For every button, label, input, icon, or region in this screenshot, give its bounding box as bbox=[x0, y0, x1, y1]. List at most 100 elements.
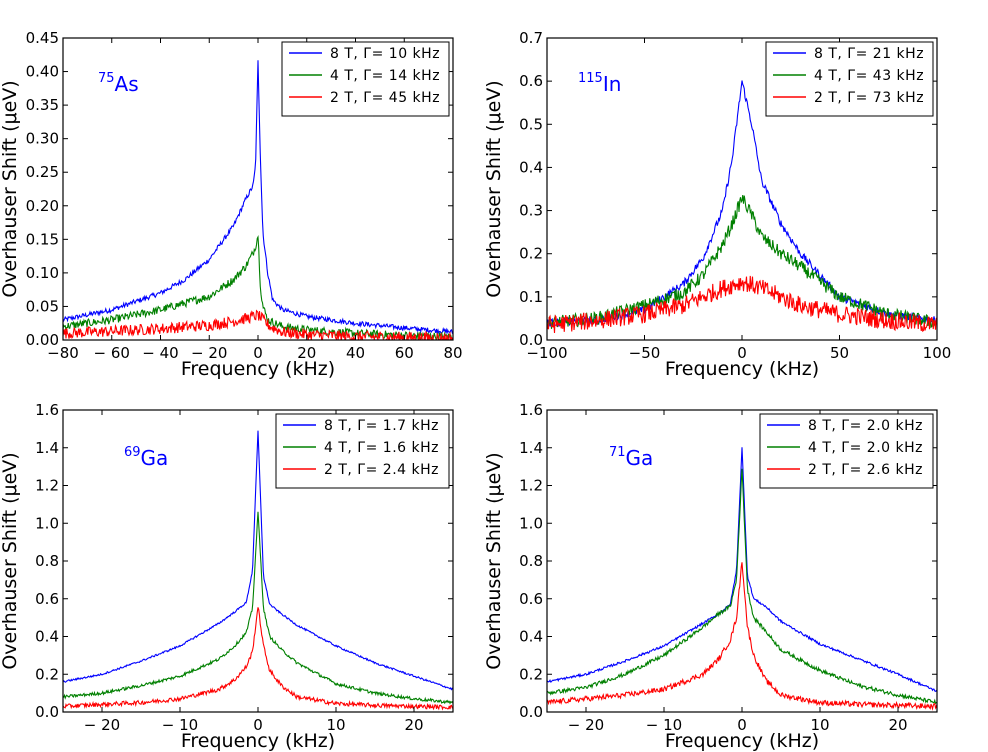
y-tick-label: 0.5 bbox=[519, 115, 543, 133]
legend-entry: 4 T, Γ= 43 kHz bbox=[814, 68, 924, 84]
series-line-1 bbox=[63, 430, 453, 691]
y-tick-label: 0.0 bbox=[35, 703, 59, 721]
series-group bbox=[63, 60, 453, 340]
series-line-1 bbox=[547, 447, 937, 693]
legend-entry: 2 T, Γ= 2.6 kHz bbox=[808, 462, 923, 478]
legend-entry: 8 T, Γ= 1.7 kHz bbox=[324, 418, 439, 434]
x-tick-label: 80 bbox=[443, 344, 462, 362]
series-group bbox=[547, 447, 937, 711]
y-tick-label: 0.15 bbox=[26, 230, 59, 248]
x-tick-label: − 20 bbox=[568, 716, 604, 734]
x-tick-label: 10 bbox=[810, 716, 829, 734]
series-group bbox=[547, 80, 937, 334]
legend-entry: 4 T, Γ= 14 kHz bbox=[330, 68, 440, 84]
legend-entry: 8 T, Γ= 10 kHz bbox=[330, 46, 440, 62]
y-tick-label: 1.0 bbox=[35, 514, 59, 532]
legend-entry: 8 T, Γ= 2.0 kHz bbox=[808, 418, 923, 434]
legend-box bbox=[275, 413, 450, 489]
legend-entry: 4 T, Γ= 2.0 kHz bbox=[808, 440, 923, 456]
y-tick-label: 1.2 bbox=[519, 477, 543, 495]
y-tick-label: 0.0 bbox=[519, 703, 543, 721]
y-axis-label: Overhauser Shift (μeV) bbox=[483, 80, 505, 297]
series-line-2 bbox=[63, 511, 453, 705]
y-tick-label: 0.4 bbox=[519, 158, 543, 176]
x-axis-label: Frequency (kHz) bbox=[665, 730, 819, 752]
x-tick-label: −50 bbox=[629, 344, 661, 362]
x-tick-label: − 40 bbox=[142, 344, 178, 362]
y-tick-label: 0.10 bbox=[26, 264, 59, 282]
y-tick-label: 0.7 bbox=[519, 29, 543, 47]
x-tick-label: 0 bbox=[253, 344, 263, 362]
y-axis-label: Overhauser Shift (μeV) bbox=[483, 452, 505, 669]
y-tick-label: 0.1 bbox=[519, 288, 543, 306]
series-line-3 bbox=[63, 309, 453, 340]
x-tick-label: 10 bbox=[326, 716, 345, 734]
y-tick-label: 0.00 bbox=[26, 331, 59, 349]
y-tick-label: 0.6 bbox=[519, 590, 543, 608]
y-tick-label: 0.25 bbox=[26, 163, 59, 181]
legend-box bbox=[281, 41, 450, 117]
isotope-symbol: Ga bbox=[141, 446, 169, 470]
y-tick-label: 0.6 bbox=[519, 72, 543, 90]
series-line-2 bbox=[547, 468, 937, 705]
y-tick-label: 0.2 bbox=[35, 665, 59, 683]
legend-entry: 2 T, Γ= 2.4 kHz bbox=[324, 462, 439, 478]
isotope-symbol: In bbox=[603, 72, 622, 96]
isotope-symbol: As bbox=[115, 72, 139, 96]
isotope-label: 69Ga bbox=[124, 445, 168, 470]
y-tick-label: 0.6 bbox=[35, 590, 59, 608]
y-tick-label: 0.3 bbox=[519, 202, 543, 220]
isotope-mass: 115 bbox=[578, 71, 603, 86]
y-axis-label: Overhauser Shift (μeV) bbox=[0, 80, 21, 297]
panel-as75: −80 − 60 − 40 − 20 0 20 40 60 80 0.00 0.05 0.10 0.15… bbox=[0, 29, 463, 380]
series-line-1 bbox=[63, 60, 453, 335]
y-tick-label: 1.4 bbox=[35, 439, 59, 457]
x-axis-label: Frequency (kHz) bbox=[181, 730, 335, 752]
x-tick-label: 20 bbox=[404, 716, 423, 734]
x-tick-label: − 20 bbox=[84, 716, 120, 734]
series-line-3 bbox=[547, 275, 937, 334]
legend-box bbox=[765, 41, 934, 117]
y-tick-label: 0.45 bbox=[26, 29, 59, 47]
legend-entry: 2 T, Γ= 45 kHz bbox=[330, 90, 440, 106]
x-tick-label: − 20 bbox=[191, 344, 227, 362]
y-tick-label: 0.8 bbox=[35, 552, 59, 570]
isotope-label: 71Ga bbox=[609, 445, 653, 470]
x-tick-label: 100 bbox=[923, 344, 952, 362]
x-tick-label: 60 bbox=[395, 344, 414, 362]
panel-ga69: − 20 − 10 0 10 20 0.0 0.2 0.4 0.6 0.8 1.0 1.2 1.4 1.6… bbox=[0, 401, 454, 752]
x-tick-label: 0 bbox=[253, 716, 263, 734]
x-tick-label: 20 bbox=[297, 344, 316, 362]
y-tick-label: 0.30 bbox=[26, 130, 59, 148]
x-tick-label: 50 bbox=[830, 344, 849, 362]
x-axis-label: Frequency (kHz) bbox=[665, 358, 819, 380]
y-tick-label: 1.6 bbox=[35, 401, 59, 419]
legend-entry: 4 T, Γ= 1.6 kHz bbox=[324, 440, 439, 456]
panel-ga71: − 20 − 10 0 10 20 0.0 0.2 0.4 0.6 0.8 1.0 1.2 1.4 1.6… bbox=[483, 401, 938, 752]
y-tick-label: 0.05 bbox=[26, 297, 59, 315]
x-tick-label: 0 bbox=[737, 716, 747, 734]
series-line-3 bbox=[63, 607, 453, 711]
y-tick-label: 1.0 bbox=[519, 514, 543, 532]
legend: 8 T, Γ= 2.0 kHz 4 T, Γ= 2.0 kHz 2 T, Γ= 2.… bbox=[759, 413, 934, 489]
y-tick-label: 0.8 bbox=[519, 552, 543, 570]
x-tick-label: −100 bbox=[526, 344, 567, 362]
isotope-label: 115In bbox=[578, 71, 621, 96]
y-tick-label: 0.35 bbox=[26, 96, 59, 114]
y-tick-label: 1.2 bbox=[35, 477, 59, 495]
y-tick-label: 0.20 bbox=[26, 197, 59, 215]
x-tick-label: 0 bbox=[737, 344, 747, 362]
x-tick-label: − 10 bbox=[162, 716, 198, 734]
x-tick-label: 20 bbox=[888, 716, 907, 734]
y-axis-label: Overhauser Shift (μeV) bbox=[0, 452, 21, 669]
legend: 8 T, Γ= 21 kHz 4 T, Γ= 43 kHz 2 T, Γ= 73 k… bbox=[765, 41, 934, 117]
x-tick-label: −80 bbox=[47, 344, 79, 362]
series-line-2 bbox=[63, 235, 453, 340]
x-tick-label: − 60 bbox=[94, 344, 130, 362]
x-tick-label: − 10 bbox=[646, 716, 682, 734]
legend-entry: 2 T, Γ= 73 kHz bbox=[814, 90, 924, 106]
isotope-mass: 71 bbox=[609, 445, 626, 460]
series-group bbox=[63, 430, 453, 711]
series-line-3 bbox=[547, 562, 937, 711]
y-tick-label: 0.4 bbox=[519, 628, 543, 646]
